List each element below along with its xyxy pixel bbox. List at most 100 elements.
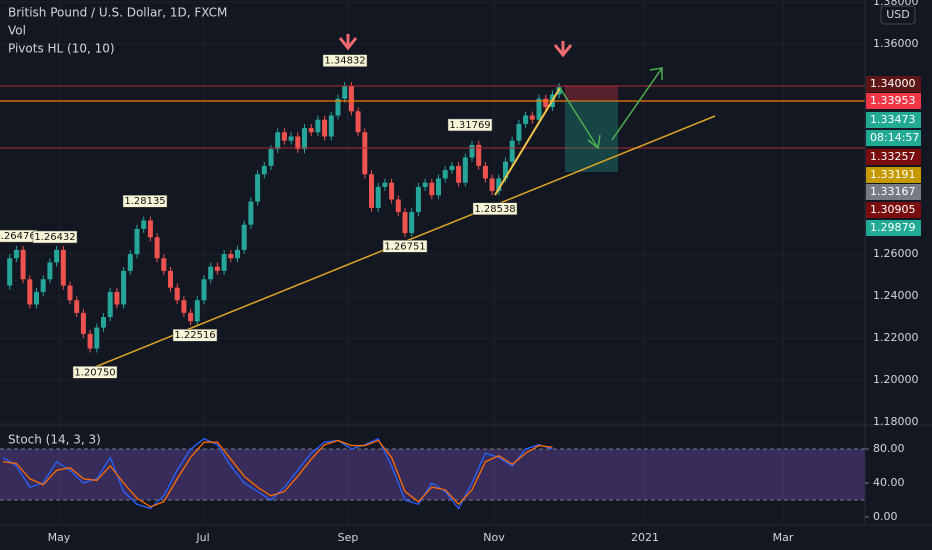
candle (201, 279, 207, 301)
candle (456, 165, 462, 183)
stoch-band (0, 448, 865, 500)
price-tag-label: 1.33191 (870, 168, 916, 181)
candle (281, 132, 287, 141)
candle (288, 136, 294, 141)
candle (188, 312, 194, 322)
candle (529, 115, 535, 120)
x-tick-label: Jul (195, 531, 209, 544)
candle (101, 317, 106, 328)
y-tick-label: 1.22000 (873, 331, 919, 344)
marker-arrow (553, 41, 573, 58)
candle (114, 291, 120, 305)
projection-arrow (559, 87, 599, 149)
y-tick-label: 80.00 (873, 442, 905, 455)
candle (375, 186, 381, 208)
indicator-label: Vol (8, 24, 26, 38)
candle (255, 174, 261, 202)
candle (389, 182, 395, 200)
candle (436, 178, 441, 196)
candle (322, 119, 328, 137)
candle (261, 165, 267, 175)
candle (315, 119, 321, 133)
price-tag (866, 184, 921, 200)
candle (449, 165, 455, 171)
candle (221, 254, 227, 271)
pivot-label: 1.34832 (324, 56, 365, 67)
candle (13, 249, 19, 259)
candle (496, 178, 502, 192)
candle (536, 98, 542, 120)
currency-button[interactable] (880, 5, 916, 25)
candle (342, 86, 348, 99)
price-tag-label: 1.29879 (870, 221, 916, 234)
y-tick-label: 1.24000 (873, 289, 919, 302)
candle (214, 266, 220, 271)
price-tag (866, 130, 921, 146)
candle (362, 132, 368, 175)
pivot-label: 1.28135 (124, 196, 165, 207)
candle (154, 237, 160, 259)
candle (141, 220, 147, 229)
candle (208, 266, 214, 280)
pivot-box (172, 328, 218, 342)
candle (295, 136, 301, 150)
pivot-box (72, 366, 118, 379)
candle (275, 132, 281, 150)
candle (127, 254, 133, 271)
candle (523, 115, 529, 124)
price-tag-label: 08:14:57 (870, 131, 919, 144)
candle (409, 212, 415, 234)
pivot-label: 1.26476 (0, 231, 36, 242)
x-tick-label: Nov (483, 531, 505, 544)
candle (174, 287, 180, 301)
currency-label[interactable]: USD (886, 8, 910, 21)
marker-arrow (338, 34, 358, 51)
candle (355, 111, 361, 133)
candle (469, 144, 475, 158)
candle (194, 300, 200, 322)
pivot-box (32, 230, 78, 244)
price-tag-label: 1.33953 (870, 94, 916, 107)
candle (543, 98, 549, 108)
indicator-label: Pivots HL (10, 10) (8, 42, 115, 56)
candle (248, 201, 254, 225)
price-tag-label: 1.33167 (870, 185, 916, 198)
candle (503, 161, 508, 179)
x-tick-label: May (48, 531, 71, 544)
candle (7, 258, 13, 286)
candle (422, 182, 428, 187)
stoch-line (2, 439, 553, 508)
candle (415, 186, 421, 213)
y-tick-label: 1.26000 (873, 247, 919, 260)
price-tag (866, 167, 921, 183)
stop-zone (565, 86, 618, 101)
candle (395, 199, 401, 213)
y-tick-label: 1.36000 (873, 37, 919, 50)
candle (34, 291, 39, 305)
candle (268, 149, 274, 166)
candle (382, 182, 388, 187)
candle (476, 144, 482, 166)
price-tag-label: 1.34000 (870, 77, 916, 90)
candle (161, 258, 167, 271)
pivot-box (382, 240, 428, 253)
arrow-head (587, 134, 601, 150)
candle (134, 228, 140, 255)
pivot-label: 1.28538 (474, 204, 515, 215)
candle (228, 254, 234, 259)
candle (482, 165, 488, 179)
candle (235, 249, 240, 259)
y-tick-label: 40.00 (873, 476, 905, 489)
candle (462, 157, 468, 183)
y-tick-label: 0.00 (873, 510, 898, 523)
candle (80, 312, 86, 334)
pivot-label: 1.22516 (174, 330, 215, 341)
candle (308, 128, 314, 133)
candle (40, 279, 46, 292)
candle (509, 140, 515, 162)
pivot-box (322, 54, 368, 67)
candle (87, 333, 93, 349)
candle (107, 291, 113, 318)
